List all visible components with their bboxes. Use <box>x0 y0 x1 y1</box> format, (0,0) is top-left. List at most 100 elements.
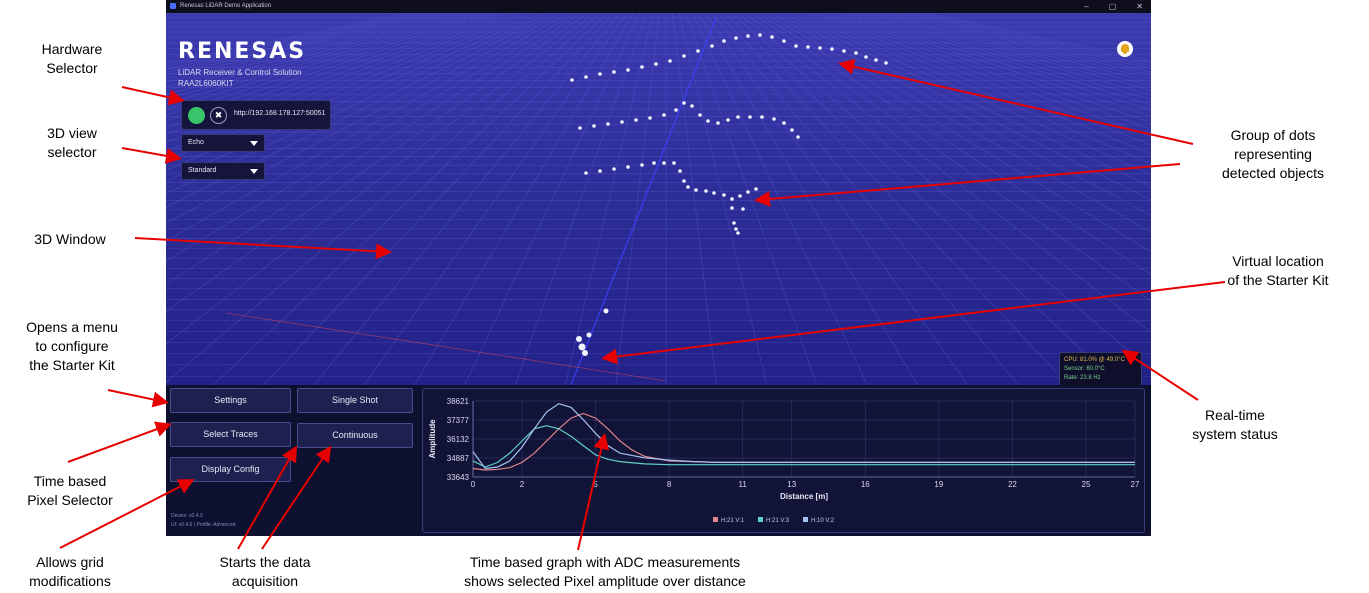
continuous-button[interactable]: Continuous <box>297 423 413 448</box>
detected-point <box>796 135 800 139</box>
legend-entry[interactable]: H:21 V:3 <box>766 518 790 524</box>
detected-point <box>598 72 602 76</box>
detected-point <box>584 75 588 79</box>
annotation-line: Selector <box>46 60 98 76</box>
annotation-line: Opens a menu <box>26 319 118 335</box>
connection-status-icon[interactable] <box>188 107 205 124</box>
starter-kit-point <box>582 350 588 356</box>
device-version: Device: v0.4.3 <box>171 513 203 519</box>
x-tick-label: 2 <box>520 480 525 489</box>
annotation-line: Virtual location <box>1232 253 1324 269</box>
maximize-button[interactable]: ▢ <box>1108 2 1117 11</box>
disconnect-icon[interactable]: ✖ <box>210 107 227 124</box>
detected-point <box>704 189 708 193</box>
annotation-line: system status <box>1192 426 1278 442</box>
cpu-status: CPU: 81.0% @ 49.0°C <box>1064 357 1125 363</box>
rate-status: Rate: 23.8 Hz <box>1064 375 1101 381</box>
detected-point <box>672 161 676 165</box>
view-dropdown[interactable]: Standard <box>181 162 265 180</box>
annotation-line: acquisition <box>231 573 299 589</box>
detected-point <box>678 169 682 173</box>
y-tick-label: 38621 <box>447 397 470 406</box>
detected-point <box>830 47 834 51</box>
x-tick-label: 19 <box>934 480 943 489</box>
y-axis-label: Amplitude <box>428 419 437 459</box>
detected-point <box>710 44 714 48</box>
detected-point <box>662 113 666 117</box>
detected-point <box>662 161 666 165</box>
3d-view-window[interactable]: RENESAS LiDAR Receiver & Control Solutio… <box>166 13 1151 385</box>
detected-point <box>716 121 720 125</box>
hardware-selector[interactable]: ✖ http://192.168.178.127:50051 <box>181 100 331 130</box>
annotation-graph: Time based graph with ADC measurements s… <box>405 553 805 591</box>
detected-point <box>864 55 868 59</box>
detected-point <box>758 33 762 37</box>
detected-point <box>736 115 740 119</box>
annotation-line: Starts the data <box>219 554 311 570</box>
settings-button[interactable]: Settings <box>170 388 291 413</box>
detected-point <box>652 161 656 165</box>
detected-point <box>782 39 786 43</box>
detected-point <box>598 169 602 173</box>
annotation-line: modifications <box>29 573 111 589</box>
select-traces-button[interactable]: Select Traces <box>170 422 291 447</box>
x-tick-label: 25 <box>1082 480 1091 489</box>
view-dropdown-value: Standard <box>188 167 217 174</box>
detected-point <box>682 179 686 183</box>
mode-dropdown[interactable]: Echo <box>181 134 265 152</box>
amplitude-graph[interactable]: 0 2 5 8 11 13 16 19 22 25 27 33643 34887 36132 37377 38… <box>422 388 1145 533</box>
detected-point <box>682 101 686 105</box>
brand-block: RENESAS LiDAR Receiver & Control Solutio… <box>178 39 306 88</box>
detected-point <box>842 49 846 53</box>
annotation-line: Time based graph with ADC measurements <box>469 554 741 570</box>
detected-point <box>592 124 596 128</box>
annotation-line: 3D Window <box>34 231 106 247</box>
series-line <box>472 412 1135 471</box>
annotation-line: Hardware <box>41 41 103 57</box>
legend-entry[interactable]: H:10 V:2 <box>811 518 835 524</box>
system-status-panel: CPU: 81.0% @ 49.0°C Sensor: 60.0°C Rate:… <box>1059 352 1142 385</box>
y-tick-label: 34887 <box>447 454 470 463</box>
annotation-virtual: Virtual location of the Starter Kit <box>1188 252 1368 290</box>
detected-point <box>626 68 630 72</box>
annotation-arrow <box>107 389 169 408</box>
detected-point <box>730 206 734 210</box>
annotation-line: Pixel Selector <box>27 492 113 508</box>
detected-point <box>761 196 765 200</box>
single-shot-button[interactable]: Single Shot <box>297 388 413 413</box>
detected-point <box>668 59 672 63</box>
chevron-down-icon <box>250 141 258 146</box>
annotation-line: 3D view <box>47 125 97 141</box>
lidar-app-window: Renesas LiDAR Demo Application – ▢ ✕ REN… <box>166 0 1151 536</box>
detected-point <box>884 61 888 65</box>
detected-point <box>794 44 798 48</box>
detected-point <box>698 113 702 117</box>
kit-name: RAA2L6060KIT <box>178 79 234 88</box>
detected-point <box>648 116 652 120</box>
x-tick-label: 27 <box>1131 480 1140 489</box>
series-line <box>472 425 1135 468</box>
detected-point <box>746 190 750 194</box>
detected-point <box>790 128 794 132</box>
detected-point <box>706 119 710 123</box>
detected-point <box>654 62 658 66</box>
detected-point <box>746 34 750 38</box>
x-tick-label: 13 <box>787 480 796 489</box>
close-window-button[interactable]: ✕ <box>1136 2 1143 11</box>
annotation-line: Group of dots <box>1230 127 1316 143</box>
window-title: Renesas LiDAR Demo Application <box>180 3 272 9</box>
legend-swatch <box>803 517 808 522</box>
detected-point <box>734 227 738 231</box>
display-config-button[interactable]: Display Config <box>170 457 291 482</box>
detected-point <box>741 207 745 211</box>
detected-point <box>770 35 774 39</box>
annotation-line: to configure <box>35 338 109 354</box>
minimize-button[interactable]: – <box>1084 2 1089 11</box>
annotation-line: detected objects <box>1222 165 1324 181</box>
annotation-line: Time based <box>33 473 107 489</box>
legend-entry[interactable]: H:21 V:1 <box>721 518 745 524</box>
notification-bell-icon[interactable] <box>1117 41 1133 57</box>
detected-point <box>578 126 582 130</box>
detected-point <box>818 46 822 50</box>
x-tick-label: 16 <box>861 480 870 489</box>
